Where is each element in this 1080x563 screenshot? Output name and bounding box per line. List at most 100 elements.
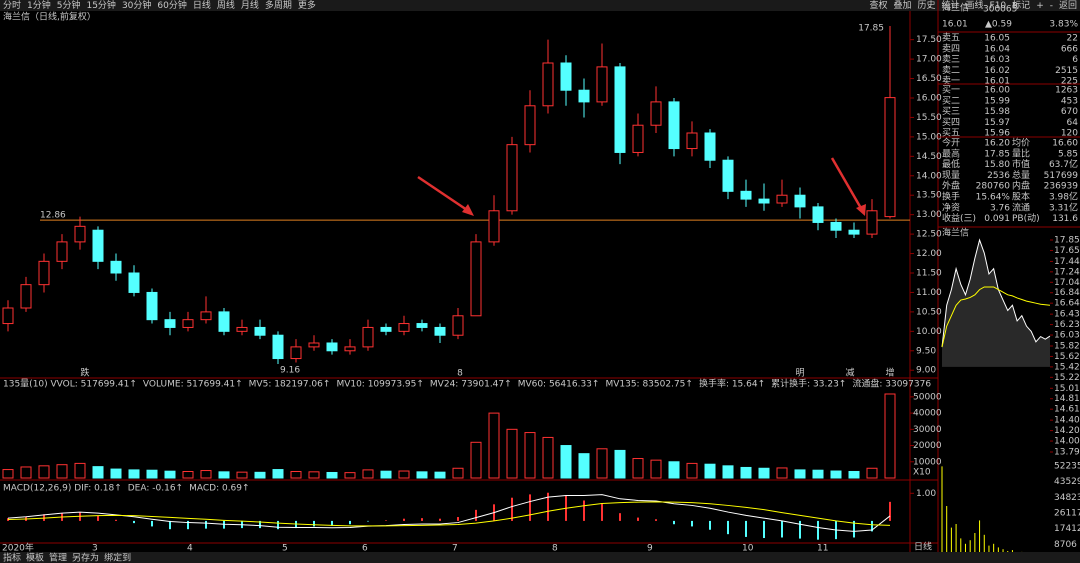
volume-bar bbox=[488, 412, 500, 479]
y-tick-label: 15.01 bbox=[1054, 384, 1080, 394]
volume-bar bbox=[614, 449, 626, 479]
period-tab[interactable]: 5分钟 bbox=[57, 0, 81, 11]
volume-bar bbox=[272, 469, 284, 479]
order-price: 15.97 bbox=[984, 118, 1010, 128]
tool-button[interactable]: - bbox=[1050, 1, 1053, 11]
tool-button[interactable]: 标记 bbox=[1012, 0, 1030, 11]
y-tick-label: 14.00 bbox=[1054, 437, 1080, 447]
tool-button[interactable]: 查权 bbox=[869, 0, 887, 11]
period-tab[interactable]: 15分钟 bbox=[86, 0, 115, 11]
y-tick-label: 17.00 bbox=[916, 55, 942, 65]
candle-body bbox=[830, 221, 842, 231]
candle-body bbox=[470, 241, 482, 317]
order-label: 卖五 bbox=[942, 33, 960, 44]
volume-bar bbox=[308, 471, 320, 479]
period-tab[interactable]: 多周期 bbox=[265, 0, 292, 11]
intraday-area bbox=[942, 240, 1050, 367]
stat-label: 今开 bbox=[942, 137, 960, 149]
tool-button[interactable]: F10 bbox=[990, 1, 1007, 11]
bottom-tab[interactable]: 绑定到 bbox=[104, 552, 131, 563]
candle-body bbox=[776, 194, 788, 204]
y-tick-label: 16.50 bbox=[916, 74, 942, 84]
order-volume: 453 bbox=[1061, 96, 1078, 106]
period-tab[interactable]: 分时 bbox=[3, 0, 21, 11]
period-tab[interactable]: 周线 bbox=[217, 0, 235, 11]
y-tick-label: 17412 bbox=[1054, 524, 1080, 534]
support-label: 12.86 bbox=[40, 211, 66, 221]
stat-value: 3.76 bbox=[990, 203, 1010, 213]
stat-label: 均价 bbox=[1012, 137, 1030, 149]
stat-value: 131.6 bbox=[1052, 214, 1078, 224]
volume-bar bbox=[92, 466, 104, 479]
volume-bar bbox=[200, 470, 212, 479]
stat-value: 3.98亿 bbox=[1049, 191, 1078, 203]
date-label: 4 bbox=[187, 544, 193, 554]
order-volume: 22 bbox=[1067, 34, 1078, 44]
tool-button[interactable]: + bbox=[1036, 1, 1044, 11]
period-tab[interactable]: 日线 bbox=[193, 0, 211, 11]
y-tick-label: 14.61 bbox=[1054, 405, 1080, 415]
stat-label: 收益(三) bbox=[942, 212, 976, 224]
y-tick-label: 16.84 bbox=[1054, 288, 1080, 298]
candle-body bbox=[614, 66, 626, 153]
badge: R bbox=[1012, 2, 1018, 12]
indicator-legend: 135量(10) VVOL: 517699.41↑ bbox=[3, 379, 137, 390]
period-tab[interactable]: 60分钟 bbox=[157, 0, 186, 11]
order-price: 16.03 bbox=[984, 55, 1010, 65]
order-volume: 6 bbox=[1072, 55, 1078, 65]
y-tick-label: 15.42 bbox=[1054, 362, 1080, 372]
price: 16.01 bbox=[942, 20, 968, 30]
bottom-tab[interactable]: 指标 bbox=[3, 552, 21, 563]
event-marker: 明 bbox=[795, 368, 804, 379]
volume-bar bbox=[452, 467, 464, 479]
tool-button[interactable]: 叠加 bbox=[893, 0, 911, 11]
order-price: 16.01 bbox=[984, 77, 1010, 87]
volume-bar bbox=[74, 462, 86, 479]
intraday-price bbox=[941, 238, 1051, 348]
stat-value: 16.60 bbox=[1052, 139, 1078, 149]
volume-bar bbox=[182, 471, 194, 479]
intraday-title: 海兰信 bbox=[942, 227, 969, 239]
volume-bar bbox=[470, 441, 482, 479]
period-tab[interactable]: 更多 bbox=[298, 0, 316, 11]
period-tab[interactable]: 30分钟 bbox=[122, 0, 151, 11]
candle-body bbox=[488, 210, 500, 243]
stat-label: 流通 bbox=[1012, 201, 1030, 213]
candle-body bbox=[794, 194, 806, 208]
volume-bar bbox=[776, 467, 788, 479]
y-tick-label: 20000 bbox=[913, 441, 942, 451]
stat-label: 市值 bbox=[1012, 158, 1030, 170]
stat-label: 最高 bbox=[942, 147, 960, 159]
order-price: 16.00 bbox=[984, 86, 1010, 96]
candle-body bbox=[128, 272, 140, 293]
volume-bar bbox=[236, 471, 248, 479]
volume-bar bbox=[218, 471, 230, 479]
volume-bar bbox=[164, 470, 176, 479]
y-tick-label: 26117 bbox=[1054, 509, 1080, 519]
candle-body bbox=[416, 323, 428, 328]
y-tick-label: 9.00 bbox=[916, 366, 936, 376]
candle-body bbox=[344, 346, 356, 352]
bottom-tab[interactable]: 另存为 bbox=[72, 552, 99, 563]
y-tick-label: 15.82 bbox=[1054, 342, 1080, 352]
event-marker: 减 bbox=[845, 367, 854, 379]
bottom-tab[interactable]: 模板 bbox=[26, 552, 44, 563]
stat-label: 内盘 bbox=[1012, 180, 1030, 192]
period-tab[interactable]: 1分钟 bbox=[27, 0, 51, 11]
y-tick-label: 34823 bbox=[1054, 493, 1080, 503]
tool-button[interactable]: 返回 bbox=[1059, 0, 1077, 11]
y-tick-label: 14.50 bbox=[916, 152, 942, 162]
order-price: 15.96 bbox=[984, 129, 1010, 139]
bottom-tab[interactable]: 管理 bbox=[49, 552, 67, 563]
y-tick-label: 8706 bbox=[1054, 540, 1077, 550]
candle-body bbox=[650, 101, 662, 126]
candle-body bbox=[74, 225, 86, 243]
y-tick-label: 30000 bbox=[913, 425, 942, 435]
tool-button[interactable]: 统计 bbox=[942, 0, 960, 11]
tool-button[interactable]: 历史 bbox=[917, 0, 935, 11]
volume-bar bbox=[722, 465, 734, 479]
period-tab[interactable]: 月线 bbox=[241, 0, 259, 11]
tool-button[interactable]: 画线 bbox=[966, 0, 984, 11]
candle-body bbox=[38, 260, 50, 286]
